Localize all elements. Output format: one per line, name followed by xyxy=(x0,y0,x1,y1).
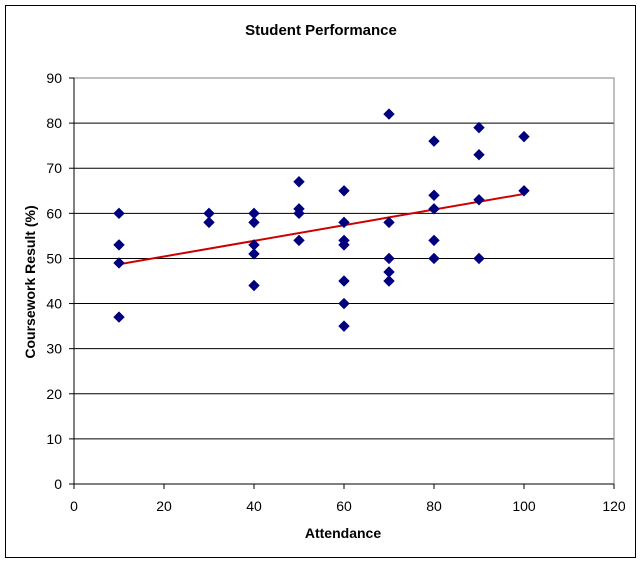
data-point xyxy=(383,108,395,120)
data-point xyxy=(338,216,350,229)
x-tick-label: 120 xyxy=(602,498,626,514)
y-tick-label: 60 xyxy=(46,205,62,221)
x-axis-title: Attendance xyxy=(305,525,381,541)
data-point xyxy=(473,252,485,265)
data-point xyxy=(383,252,395,265)
data-point xyxy=(338,185,350,197)
y-tick-label: 90 xyxy=(46,70,62,86)
data-point xyxy=(338,239,350,251)
y-tick-label: 40 xyxy=(46,296,62,312)
y-tick-label: 50 xyxy=(46,250,62,266)
data-point xyxy=(248,248,260,260)
data-point xyxy=(518,185,530,197)
trendline-layer xyxy=(118,192,525,266)
data-point xyxy=(113,311,125,323)
data-point xyxy=(428,252,440,265)
data-point xyxy=(428,135,440,147)
data-point xyxy=(383,216,395,229)
data-point xyxy=(113,257,125,269)
data-point xyxy=(428,189,440,201)
data-point xyxy=(293,234,305,247)
data-point xyxy=(473,148,485,161)
y-tick-label: 0 xyxy=(54,476,62,492)
data-point xyxy=(293,176,305,188)
x-tick-label: 40 xyxy=(246,498,262,514)
y-axis-title: Coursework Result (%) xyxy=(22,205,38,358)
data-point xyxy=(518,130,530,143)
data-point xyxy=(248,279,260,292)
x-axis: 0 20 40 60 80 100 120 xyxy=(70,78,626,514)
y-tick-label: 30 xyxy=(46,341,62,357)
x-tick-label: 80 xyxy=(426,498,442,514)
data-point xyxy=(338,297,350,310)
data-point xyxy=(113,207,125,220)
data-point xyxy=(293,207,305,220)
y-tick-label: 10 xyxy=(46,431,62,447)
data-point xyxy=(428,234,440,247)
data-point xyxy=(338,320,350,332)
x-tick-label: 100 xyxy=(512,498,536,514)
y-tick-label: 80 xyxy=(46,115,62,131)
y-tick-label: 20 xyxy=(46,386,62,402)
x-tick-label: 0 xyxy=(70,498,78,514)
y-tick-label: 70 xyxy=(46,160,62,176)
chart-frame xyxy=(5,5,636,558)
data-points xyxy=(113,108,530,332)
chart-title: Student Performance xyxy=(245,22,397,39)
trendline xyxy=(118,192,525,266)
x-tick-label: 60 xyxy=(336,498,352,514)
data-point xyxy=(203,216,215,229)
data-point xyxy=(338,275,350,287)
data-point xyxy=(473,194,485,206)
data-point xyxy=(113,239,125,251)
data-point xyxy=(248,216,260,229)
data-point xyxy=(473,121,485,134)
data-point xyxy=(428,203,440,215)
data-point xyxy=(383,275,395,287)
y-axis: 0 10 20 30 40 50 60 70 80 90 xyxy=(46,70,74,492)
x-tick-label: 20 xyxy=(156,498,172,514)
